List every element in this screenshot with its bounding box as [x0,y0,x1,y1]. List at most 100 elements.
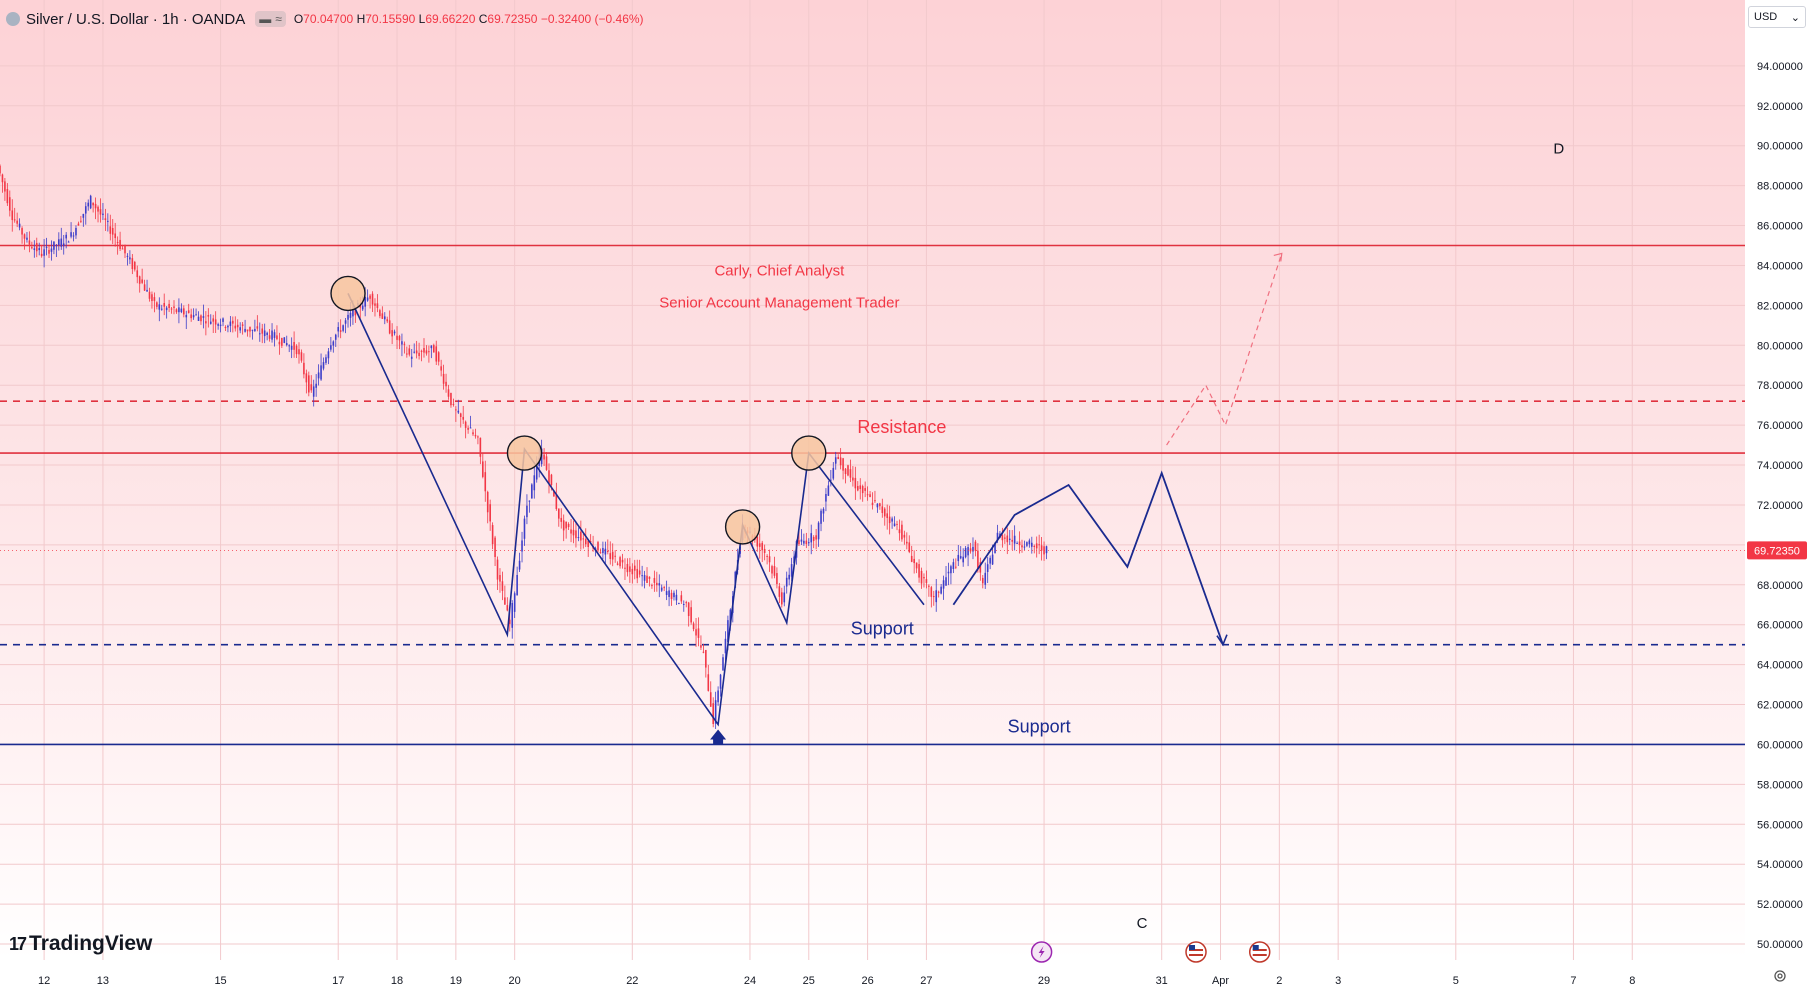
candle-body [599,552,602,554]
price-tick-label: 62.00000 [1757,700,1803,712]
candle-body [871,502,874,505]
price-tick-label: 80.00000 [1757,340,1803,352]
price-axis[interactable] [1745,0,1814,993]
candle-body [886,513,889,518]
candle-body [459,413,462,417]
price-tick-label: 52.00000 [1757,899,1803,911]
candle-body [543,454,545,460]
swing-point-circle [791,435,827,471]
annotation-label: Support [1008,716,1071,736]
symbol-title[interactable]: Silver / U.S. Dollar · 1h · OANDA [26,10,246,28]
swing-point-circle [330,275,366,312]
candle-body [555,494,558,510]
candle-body [80,220,82,222]
candle-body [246,329,249,332]
flag-stripe [1189,949,1204,951]
change-value: −0.32400 (−0.46%) [540,12,644,26]
indicator-toggle[interactable]: ▬ ≈ [255,11,286,27]
candle-body [28,240,31,245]
candle-body [428,351,430,353]
tradingview-logo[interactable]: 17 TradingView [9,932,152,956]
candle-body [156,302,158,307]
price-tick-label: 78.00000 [1757,380,1803,392]
candle-body [609,553,612,559]
candle-body [369,295,371,299]
candle-body [646,575,648,583]
candle-body [815,535,817,540]
candle-body [1033,545,1036,547]
candle-body [1038,544,1040,546]
candle-body [401,341,403,345]
candle-body [293,341,295,350]
candle-body [119,239,121,249]
candle-body [685,602,688,604]
candle-body [883,508,886,517]
candle-body [1021,545,1023,548]
candle-body [364,296,366,307]
candle-body [817,522,820,540]
candle-body [834,457,837,464]
candle-body [932,596,935,598]
candle-body [163,303,166,307]
candle-body [597,542,599,551]
candle-body [533,475,536,491]
candle-body [190,314,192,319]
candle-body [680,595,683,602]
candle-body [84,206,87,214]
candle-body [820,510,822,524]
candle-body [31,247,33,249]
last-price-badge [1747,541,1807,560]
last-price-label: 69.72350 [1754,545,1800,557]
candle-body [452,403,455,405]
candle-body [158,304,161,310]
candle-body [602,547,604,554]
annotation-label: C [1137,915,1148,932]
candle-body [126,255,129,257]
time-tick-label: 19 [450,975,462,987]
candle-body [557,508,560,519]
candle-body [308,375,310,393]
candle-body [40,253,43,257]
price-tick-label: 50.00000 [1757,939,1803,951]
close-label: C [478,12,488,26]
candle-body [604,548,607,555]
candle-body [303,362,305,375]
candle-body [104,218,107,221]
time-tick-label: 31 [1156,975,1168,987]
price-tick-label: 72.00000 [1757,500,1803,512]
candle-body [60,238,63,247]
candle-body [709,692,712,707]
candle-body [528,500,531,502]
candle-body [491,525,494,545]
candle-body [879,503,881,507]
candle-body [146,289,148,292]
candle-body [935,590,938,603]
time-tick-label: 2 [1276,975,1282,987]
candle-body [859,485,862,490]
candle-body [89,195,92,209]
candle-body [102,213,104,215]
candle-body [327,351,330,359]
candle-body [239,327,241,331]
candle-body [668,590,670,597]
candle-body [26,237,28,240]
price-tick-label: 88.00000 [1757,181,1803,193]
time-tick-label: 15 [214,975,226,987]
price-tick-label: 66.00000 [1757,620,1803,632]
candle-body [263,330,266,337]
time-tick-label: 29 [1038,975,1050,987]
candle-body [342,325,344,331]
candle-body [494,537,496,558]
chart-area[interactable] [0,0,1745,960]
candle-body [325,357,327,363]
candle-body [1011,539,1013,542]
candle-body [334,334,337,340]
candle-body [0,165,1,174]
candle-body [955,566,957,568]
time-axis[interactable] [0,960,1745,993]
candle-body [1018,541,1021,546]
gear-icon[interactable] [1772,968,1788,984]
candle-body [881,506,884,513]
currency-select[interactable]: USD ⌄ [1748,6,1806,28]
